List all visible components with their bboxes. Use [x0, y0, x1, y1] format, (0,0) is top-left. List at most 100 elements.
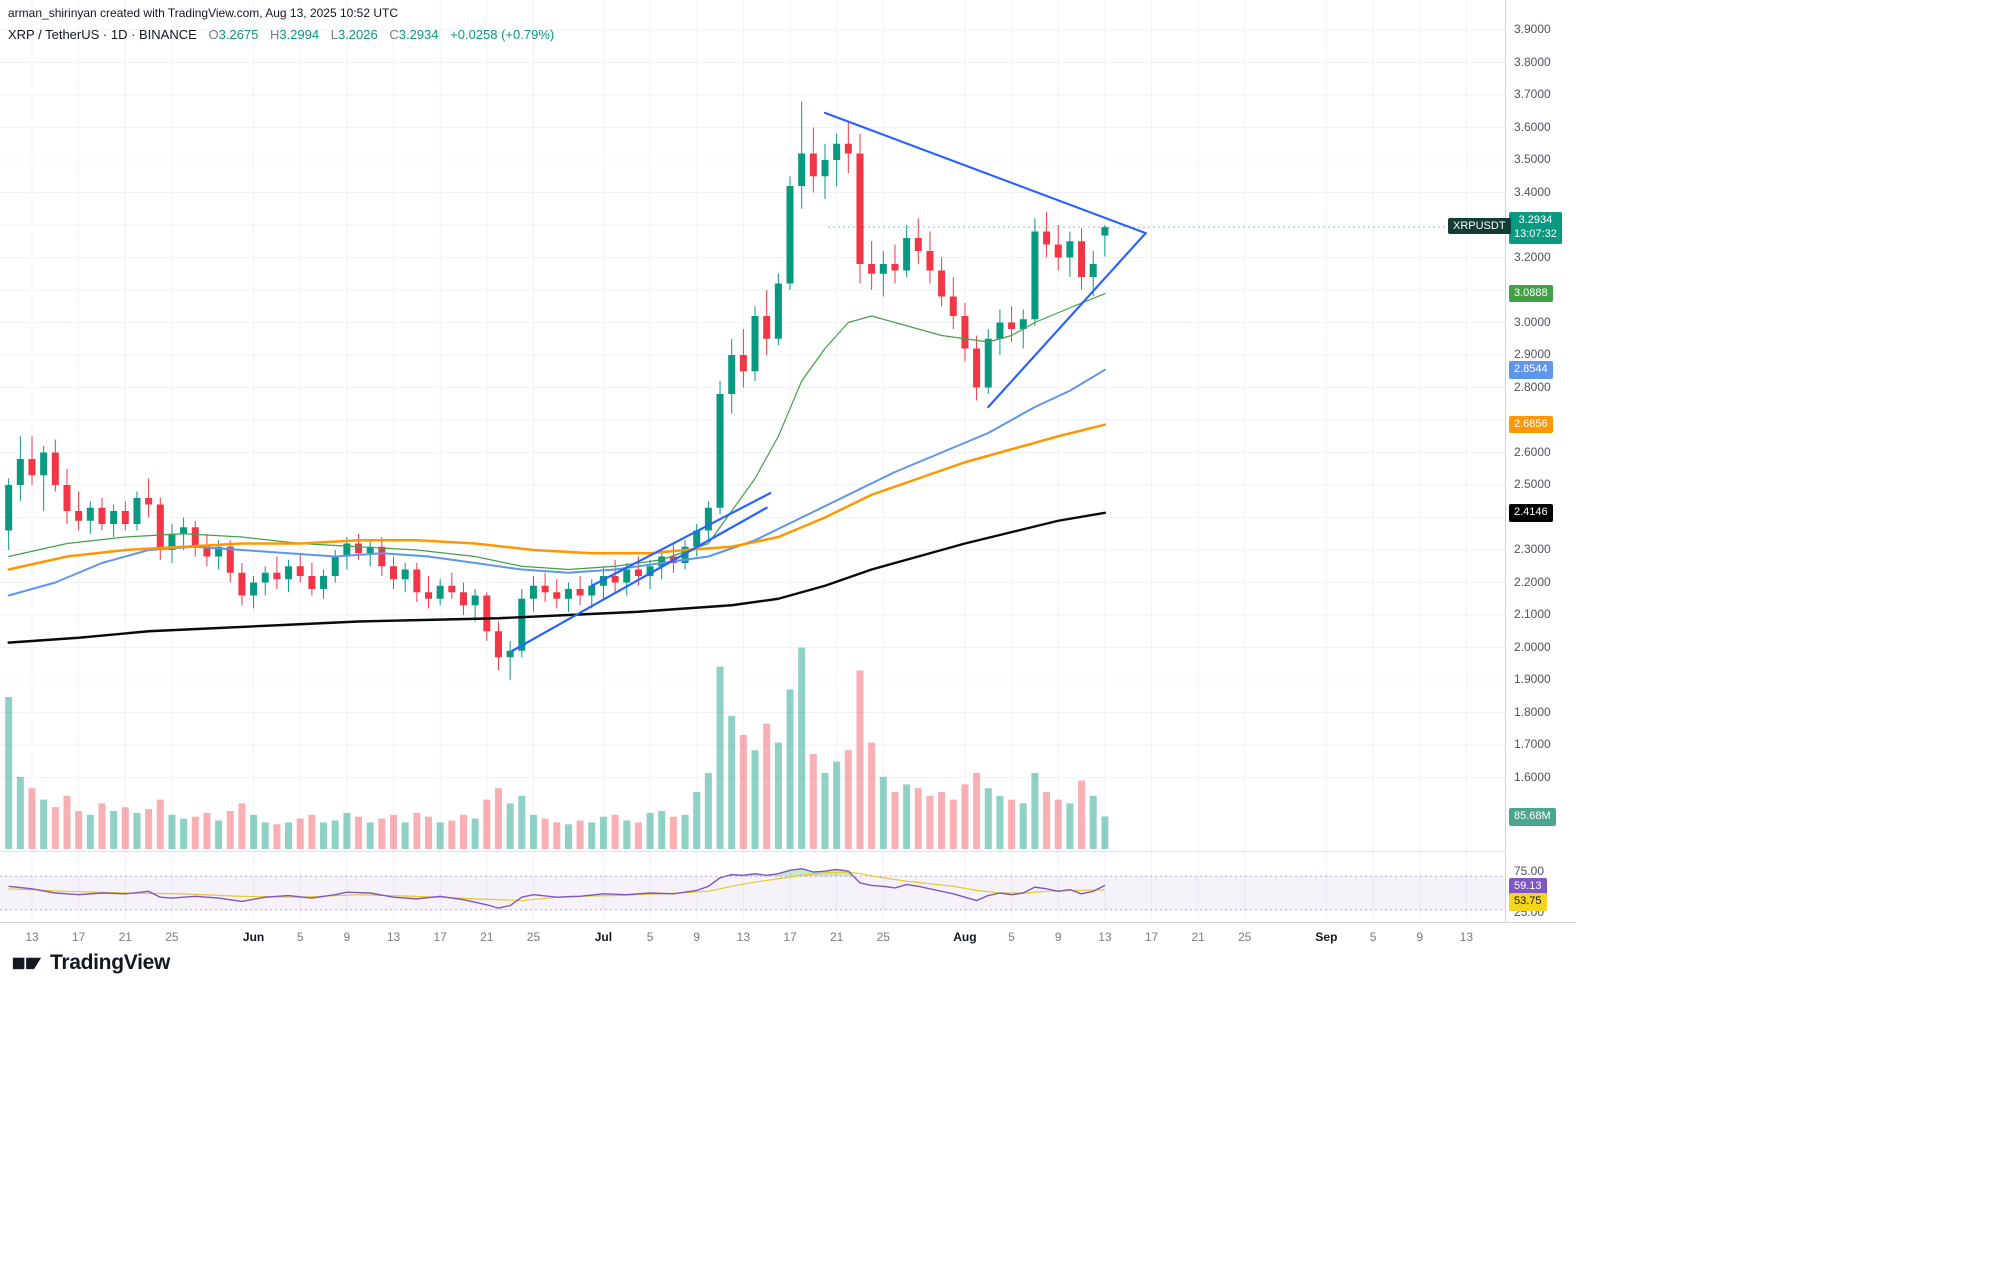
price-axis-label: 3.0000 [1514, 314, 1551, 329]
volume-bar [156, 799, 164, 849]
candle-body [366, 546, 374, 554]
candle-body [343, 543, 351, 557]
candle-body [763, 316, 771, 339]
time-axis-label: 13 [1098, 930, 1112, 944]
candle-body [1054, 244, 1062, 258]
volume-bar [564, 824, 572, 849]
volume-bar [879, 776, 887, 849]
candle-body [168, 533, 176, 550]
volume-bar [366, 822, 374, 849]
volume-bar [914, 788, 922, 849]
price-axis[interactable]: 3.9000 3.8000 3.7000 3.6000 3.5000 3.4000 3.20… [1448, 0, 1577, 922]
main-chart-svg[interactable] [0, 0, 1505, 922]
candle-body [191, 527, 199, 547]
ohlc-high-value: 3.2994 [279, 27, 320, 42]
rsi-axis-label: 75.00 [1514, 864, 1545, 878]
candle-body [914, 238, 922, 251]
price-axis-label: 2.2000 [1514, 574, 1551, 589]
volume-bar [390, 814, 398, 849]
candle-body [308, 576, 316, 589]
chart-header: arman_shirinyan created with TradingView… [8, 6, 554, 42]
rsi-pane [0, 867, 1505, 911]
volume-bar [623, 820, 631, 849]
time-axis-label: 17 [1144, 930, 1159, 944]
volume-bar [401, 822, 409, 849]
volume-bar [180, 818, 188, 849]
ma-green [8, 293, 1106, 571]
volume-bar [658, 811, 666, 849]
candle-body [1031, 231, 1039, 320]
price-axis-label: 1.9000 [1514, 672, 1551, 686]
candle-body [739, 355, 747, 372]
candle-body [751, 316, 759, 372]
volume-bar [634, 822, 642, 849]
time-axis-label: 13 [386, 930, 401, 944]
symbol-title[interactable]: XRP / TetherUS · 1D · BINANCE [8, 27, 197, 42]
volume-bar [798, 647, 806, 849]
volume-bar [448, 820, 456, 849]
volume-bar [961, 784, 969, 849]
volume-bar [250, 814, 258, 849]
volume-bar [343, 812, 351, 849]
candle-body [961, 316, 969, 349]
trendlines-layer[interactable] [511, 111, 1147, 652]
candle-body [588, 585, 596, 596]
candle-body [401, 569, 409, 580]
candle-body [226, 546, 234, 573]
rsi-value-badge: 59.13 [1509, 878, 1547, 896]
candle-body [973, 348, 981, 388]
candle-body [215, 546, 223, 557]
volume-value-badge: 85.68M [1509, 808, 1556, 826]
price-axis-label: 1.8000 [1514, 704, 1551, 719]
tradingview-logo-text: TradingView [50, 951, 171, 974]
candle-body [611, 576, 619, 583]
ohlc-open-label: O [208, 27, 219, 42]
candle-body [1008, 322, 1016, 329]
time-axis-label: 5 [646, 930, 654, 944]
volume-bar [191, 816, 199, 849]
price-axis-label: 2.0000 [1514, 639, 1551, 654]
candle-body [16, 459, 24, 485]
time-axis-label: Jun [242, 930, 265, 944]
volume-bar [355, 816, 363, 849]
time-axis[interactable]: 13 17 21 25 Jun 5 9 13 17 21 25 Jul 5 9 13 17 21 25 Aug 5 9 1… [0, 922, 1576, 949]
time-axis-label: Jul [594, 930, 613, 944]
candle-body [285, 566, 293, 580]
time-axis-label: Aug [953, 930, 977, 944]
candle-body [564, 589, 572, 599]
time-axis-label: 21 [1191, 930, 1205, 944]
volume-bar [1089, 795, 1097, 849]
channel-lower [511, 506, 768, 652]
volume-bar [751, 750, 759, 849]
volume-bar [413, 812, 421, 849]
volume-bar [669, 816, 677, 849]
volume-bar [1019, 803, 1027, 849]
triangle-lower [987, 232, 1147, 409]
price-axis-label: 2.8000 [1514, 379, 1551, 394]
candle-body [436, 585, 444, 599]
candle-body [483, 595, 491, 632]
volume-bar [809, 754, 817, 849]
ma-blue [7, 368, 1106, 597]
candle-body [1101, 227, 1109, 236]
candle-body [63, 485, 71, 511]
candle-body [40, 452, 48, 476]
candle-body [984, 338, 992, 388]
volume-bar [588, 822, 596, 849]
volume-bar [215, 820, 223, 849]
time-axis-label: 25 [526, 930, 541, 944]
candle-body [541, 585, 549, 593]
volume-bar [261, 822, 269, 849]
volume-bar [833, 761, 841, 849]
candle-body [926, 251, 934, 271]
volume-bar [121, 807, 129, 849]
candle-body [529, 585, 537, 599]
candle-body [1019, 319, 1027, 329]
tradingview-logo[interactable]: TradingView [12, 950, 170, 976]
candle-body [949, 296, 957, 316]
candle-body [238, 572, 246, 596]
candle-body [459, 592, 467, 606]
candle-body [553, 592, 561, 599]
candle-body [868, 264, 876, 274]
pane-separator[interactable] [0, 851, 1576, 852]
